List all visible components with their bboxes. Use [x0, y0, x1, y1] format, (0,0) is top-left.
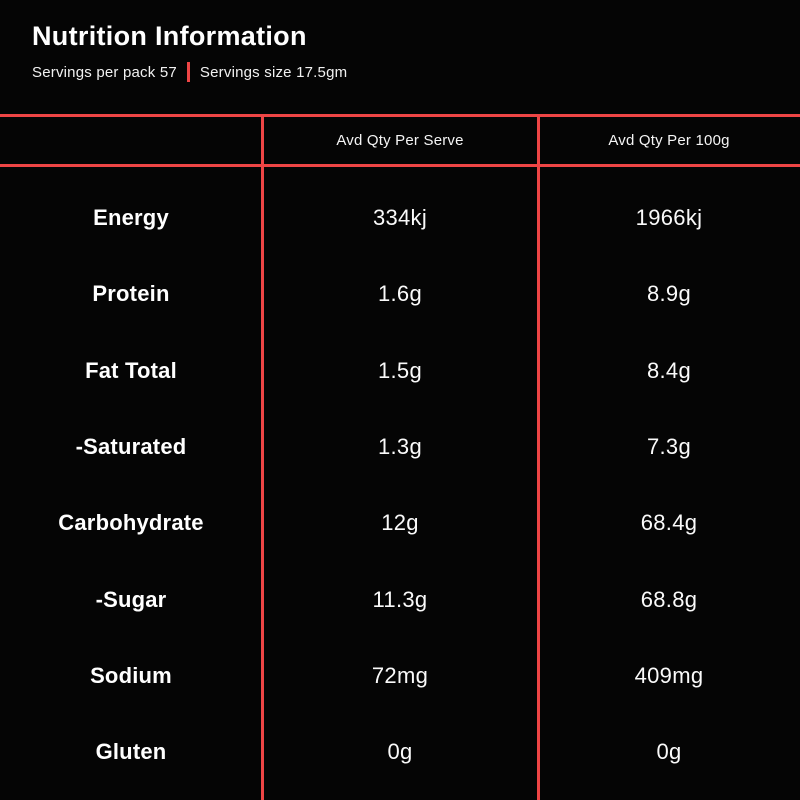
- table-row: -Sugar 11.3g 68.8g: [0, 561, 800, 637]
- row-value-per-serve: 334kj: [372, 205, 428, 231]
- row-value-per-100g: 68.4g: [640, 510, 698, 536]
- row-label: Sodium: [90, 662, 172, 688]
- table-header-row: Avd Qty Per Serve Avd Qty Per 100g: [0, 117, 800, 164]
- row-value-per-100g: 8.4g: [646, 357, 692, 383]
- row-value-per-100g: 7.3g: [646, 434, 692, 460]
- servings-size-label: Servings size 17.5gm: [199, 63, 348, 81]
- row-value-per-100g: 0g: [656, 739, 682, 765]
- row-value-per-serve: 72mg: [371, 662, 429, 688]
- row-value-per-serve: 1.5g: [377, 357, 423, 383]
- table-row: Carbohydrate 12g 68.4g: [0, 485, 800, 561]
- table-row: Protein 1.6g 8.9g: [0, 256, 800, 332]
- row-label: Carbohydrate: [58, 510, 204, 536]
- servings-per-pack-label: Servings per pack 57: [32, 63, 177, 81]
- table-column-divider-2: [537, 114, 540, 800]
- row-value-per-100g: 68.8g: [640, 586, 698, 612]
- table-body: Energy 334kj 1966kj Protein 1.6g 8.9g Fa…: [0, 180, 800, 790]
- row-label: Energy: [93, 205, 169, 231]
- row-label: -Saturated: [75, 434, 187, 460]
- table-row: Energy 334kj 1966kj: [0, 180, 800, 256]
- table-column-divider-1: [261, 114, 264, 800]
- table-row: Fat Total 1.5g 8.4g: [0, 333, 800, 409]
- table-header-bottom-border: [0, 164, 800, 167]
- table-top-border: [0, 114, 800, 117]
- row-value-per-100g: 409mg: [634, 662, 704, 688]
- row-value-per-100g: 8.9g: [646, 281, 692, 307]
- table-row: -Saturated 1.3g 7.3g: [0, 409, 800, 485]
- row-label: Protein: [92, 281, 170, 307]
- column-header-empty: [0, 117, 262, 164]
- column-header-per-100g: Avd Qty Per 100g: [608, 132, 730, 149]
- column-header-per-serve: Avd Qty Per Serve: [336, 132, 464, 149]
- row-value-per-serve: 1.6g: [377, 281, 423, 307]
- row-label: Fat Total: [85, 357, 177, 383]
- row-value-per-serve: 0g: [387, 739, 413, 765]
- row-value-per-serve: 11.3g: [372, 586, 428, 612]
- row-label: -Sugar: [95, 586, 167, 612]
- row-value-per-100g: 1966kj: [635, 205, 703, 231]
- servings-info: Servings per pack 57 Servings size 17.5g…: [32, 61, 347, 83]
- row-value-per-serve: 1.3g: [377, 434, 423, 460]
- subtitle-divider: [186, 62, 190, 82]
- row-label: Gluten: [95, 739, 167, 765]
- table-row: Sodium 72mg 409mg: [0, 638, 800, 714]
- row-value-per-serve: 12g: [381, 510, 419, 536]
- table-row: Gluten 0g 0g: [0, 714, 800, 790]
- page-title: Nutrition Information: [32, 21, 307, 51]
